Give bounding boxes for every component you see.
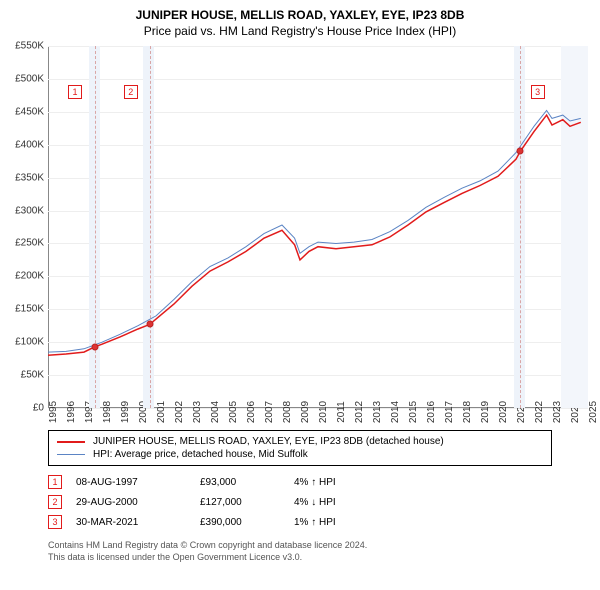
y-tick-label: £200K	[15, 271, 44, 282]
event-number-box: 2	[48, 495, 62, 509]
chart-container: JUNIPER HOUSE, MELLIS ROAD, YAXLEY, EYE,…	[0, 0, 600, 590]
event-row: 3 30-MAR-2021 £390,000 1% ↑ HPI	[48, 512, 552, 532]
event-price: £390,000	[200, 517, 280, 528]
footer-line-2: This data is licensed under the Open Gov…	[48, 552, 552, 564]
y-tick-label: £350K	[15, 172, 44, 183]
legend-swatch	[57, 441, 85, 443]
footer-line-1: Contains HM Land Registry data © Crown c…	[48, 540, 552, 552]
legend-label: HPI: Average price, detached house, Mid …	[93, 449, 308, 460]
event-marker-box: 2	[124, 85, 138, 99]
series-lines	[48, 46, 588, 408]
y-tick-label: £0	[33, 403, 44, 414]
y-tick-label: £150K	[15, 304, 44, 315]
series-line	[48, 115, 581, 355]
event-date: 08-AUG-1997	[76, 477, 186, 488]
event-number-box: 1	[48, 475, 62, 489]
event-price: £93,000	[200, 477, 280, 488]
event-row: 1 08-AUG-1997 £93,000 4% ↑ HPI	[48, 472, 552, 492]
legend-label: JUNIPER HOUSE, MELLIS ROAD, YAXLEY, EYE,…	[93, 436, 444, 447]
y-tick-label: £450K	[15, 106, 44, 117]
footer-attribution: Contains HM Land Registry data © Crown c…	[48, 540, 552, 563]
event-date: 30-MAR-2021	[76, 517, 186, 528]
y-tick-label: £100K	[15, 337, 44, 348]
legend-item: HPI: Average price, detached house, Mid …	[57, 448, 543, 461]
series-line	[48, 111, 581, 353]
sale-dot	[146, 321, 153, 328]
y-tick-label: £300K	[15, 205, 44, 216]
legend-swatch	[57, 454, 85, 455]
sale-dot	[517, 148, 524, 155]
chart-subtitle: Price paid vs. HM Land Registry's House …	[0, 22, 600, 46]
x-tick-label: 2025	[588, 401, 599, 423]
sale-dot	[91, 343, 98, 350]
y-tick-label: £250K	[15, 238, 44, 249]
legend-box: JUNIPER HOUSE, MELLIS ROAD, YAXLEY, EYE,…	[48, 430, 552, 466]
plot-area: £0£50K£100K£150K£200K£250K£300K£350K£400…	[48, 46, 588, 408]
event-date: 29-AUG-2000	[76, 497, 186, 508]
event-pct: 4% ↑ HPI	[294, 477, 384, 488]
event-row: 2 29-AUG-2000 £127,000 4% ↓ HPI	[48, 492, 552, 512]
chart-title: JUNIPER HOUSE, MELLIS ROAD, YAXLEY, EYE,…	[0, 0, 600, 22]
y-tick-label: £50K	[21, 370, 44, 381]
legend-item: JUNIPER HOUSE, MELLIS ROAD, YAXLEY, EYE,…	[57, 435, 543, 448]
y-tick-label: £400K	[15, 139, 44, 150]
y-tick-label: £550K	[15, 41, 44, 52]
event-marker-box: 3	[531, 85, 545, 99]
event-pct: 1% ↑ HPI	[294, 517, 384, 528]
events-list: 1 08-AUG-1997 £93,000 4% ↑ HPI 2 29-AUG-2000 £…	[48, 472, 552, 532]
event-marker-box: 1	[68, 85, 82, 99]
y-tick-label: £500K	[15, 73, 44, 84]
event-pct: 4% ↓ HPI	[294, 497, 384, 508]
event-number-box: 3	[48, 515, 62, 529]
event-price: £127,000	[200, 497, 280, 508]
